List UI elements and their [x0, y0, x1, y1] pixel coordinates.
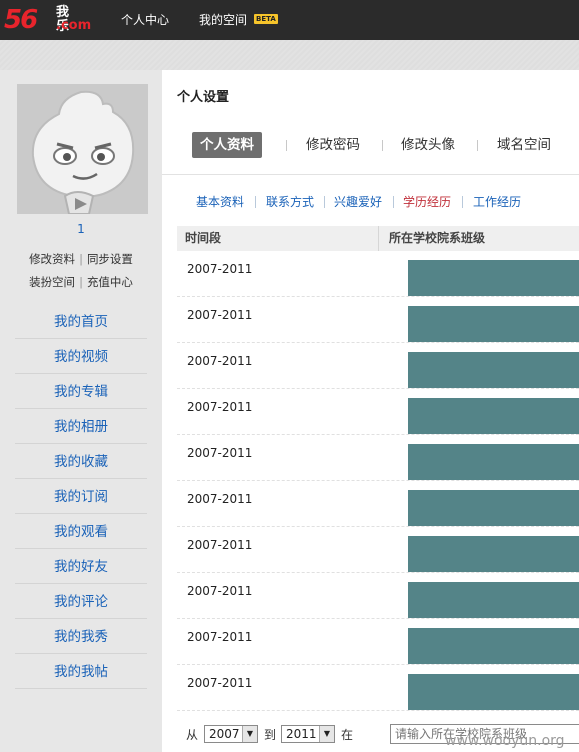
table-row: 2007-2011	[177, 573, 579, 619]
table-row: 2007-2011	[177, 251, 579, 297]
sidebar-item-woxiu[interactable]: 我的我秀	[15, 619, 147, 654]
nav-personal-center[interactable]: 个人中心	[121, 13, 170, 27]
sidebar-item-posts[interactable]: 我的我帖	[15, 654, 147, 689]
subtab-interests[interactable]: 兴趣爱好	[334, 195, 383, 209]
sidebar: 1 修改资料 | 同步设置 装扮空间 | 充值中心 我的首页 我的视频 我的专辑 我的相…	[0, 70, 162, 752]
link-separator: |	[79, 275, 83, 289]
subtab-separator	[324, 196, 325, 208]
subtab-separator	[462, 196, 463, 208]
user-name[interactable]: 1	[77, 222, 85, 236]
subtab-basic-info[interactable]: 基本资料	[196, 195, 245, 209]
sync-settings-link[interactable]: 同步设置	[86, 252, 133, 266]
from-label: 从	[186, 728, 199, 742]
mascot-avatar-icon	[17, 84, 148, 214]
sidebar-item-favorites[interactable]: 我的收藏	[15, 444, 147, 479]
sidebar-item-history[interactable]: 我的观看	[15, 514, 147, 549]
row-period: 2007-2011	[187, 630, 253, 644]
row-period: 2007-2011	[187, 538, 253, 552]
table-row: 2007-2011	[177, 527, 579, 573]
column-divider	[378, 226, 379, 251]
chevron-down-icon: ▼	[242, 726, 257, 742]
school-redacted	[408, 490, 579, 526]
page-title: 个人设置	[177, 90, 230, 105]
space-links-row: 装扮空间 | 充值中心	[0, 275, 162, 289]
tabs-divider	[162, 174, 579, 175]
school-redacted	[408, 398, 579, 434]
school-redacted	[408, 582, 579, 618]
school-input[interactable]	[390, 724, 579, 744]
table-row: 2007-2011	[177, 481, 579, 527]
school-redacted	[408, 352, 579, 388]
to-label: 到	[264, 728, 277, 742]
subtab-contact[interactable]: 联系方式	[266, 195, 315, 209]
sidebar-item-subscriptions[interactable]: 我的订阅	[15, 479, 147, 514]
column-header-period: 时间段	[185, 231, 222, 245]
logo-number: 56	[4, 5, 38, 35]
school-redacted	[408, 444, 579, 480]
from-year-value: 2007	[209, 727, 240, 741]
chevron-down-icon: ▼	[319, 726, 334, 742]
watermark: www.wooyun.org	[445, 733, 565, 749]
column-header-school: 所在学校院系班级	[389, 231, 486, 245]
header-band	[0, 40, 579, 70]
tab-profile[interactable]: 个人资料	[192, 132, 262, 158]
tab-change-avatar[interactable]: 修改头像	[401, 137, 455, 153]
row-period: 2007-2011	[187, 400, 253, 414]
from-year-select[interactable]: 2007 ▼	[204, 725, 258, 743]
sidebar-menu: 我的首页 我的视频 我的专辑 我的相册 我的收藏 我的订阅 我的观看 我的好友 …	[15, 304, 147, 689]
subtab-education[interactable]: 学历经历	[403, 195, 452, 209]
subtab-separator	[255, 196, 256, 208]
school-redacted	[408, 536, 579, 572]
recharge-center-link[interactable]: 充值中心	[86, 275, 133, 289]
decorate-space-link[interactable]: 装扮空间	[29, 275, 76, 289]
sidebar-item-albums[interactable]: 我的专辑	[15, 374, 147, 409]
tab-change-password[interactable]: 修改密码	[306, 137, 360, 153]
tab-separator	[286, 140, 287, 151]
row-period: 2007-2011	[187, 446, 253, 460]
link-separator: |	[79, 252, 83, 266]
nav-my-space[interactable]: 我的空间	[199, 13, 248, 27]
subtab-work[interactable]: 工作经历	[473, 195, 522, 209]
education-table-header: 时间段 所在学校院系班级	[177, 226, 579, 251]
table-row: 2007-2011	[177, 619, 579, 665]
tab-separator	[477, 140, 478, 151]
sidebar-item-friends[interactable]: 我的好友	[15, 549, 147, 584]
school-redacted	[408, 628, 579, 664]
row-period: 2007-2011	[187, 354, 253, 368]
row-period: 2007-2011	[187, 262, 253, 276]
beta-badge: BETA	[254, 14, 278, 24]
sidebar-item-comments[interactable]: 我的评论	[15, 584, 147, 619]
sidebar-item-photos[interactable]: 我的相册	[15, 409, 147, 444]
table-row: 2007-2011	[177, 665, 579, 711]
to-year-select[interactable]: 2011 ▼	[281, 725, 335, 743]
table-row: 2007-2011	[177, 297, 579, 343]
table-row: 2007-2011	[177, 343, 579, 389]
school-redacted	[408, 306, 579, 342]
table-row: 2007-2011	[177, 435, 579, 481]
school-redacted	[408, 260, 579, 296]
account-links-row: 修改资料 | 同步设置	[0, 252, 162, 266]
row-period: 2007-2011	[187, 584, 253, 598]
to-year-value: 2011	[286, 727, 317, 741]
tab-domain-space[interactable]: 域名空间	[497, 137, 551, 153]
school-redacted	[408, 674, 579, 710]
at-label: 在	[341, 728, 354, 742]
edit-profile-link[interactable]: 修改资料	[29, 252, 76, 266]
row-period: 2007-2011	[187, 676, 253, 690]
tab-separator	[382, 140, 383, 151]
logo-domain: .com	[56, 18, 92, 33]
logo-chinese: 我乐	[56, 5, 70, 34]
row-period: 2007-2011	[187, 492, 253, 506]
subtab-separator	[393, 196, 394, 208]
sidebar-item-videos[interactable]: 我的视频	[15, 339, 147, 374]
avatar[interactable]	[17, 84, 148, 214]
table-row: 2007-2011	[177, 389, 579, 435]
main-panel: 个人设置 个人资料 修改密码 修改头像 域名空间 基本资料 联系方式 兴趣爱好 …	[162, 70, 579, 752]
row-period: 2007-2011	[187, 308, 253, 322]
top-bar: 56 我乐 .com 个人中心 我的空间 BETA	[0, 0, 579, 40]
sidebar-item-home[interactable]: 我的首页	[15, 304, 147, 339]
